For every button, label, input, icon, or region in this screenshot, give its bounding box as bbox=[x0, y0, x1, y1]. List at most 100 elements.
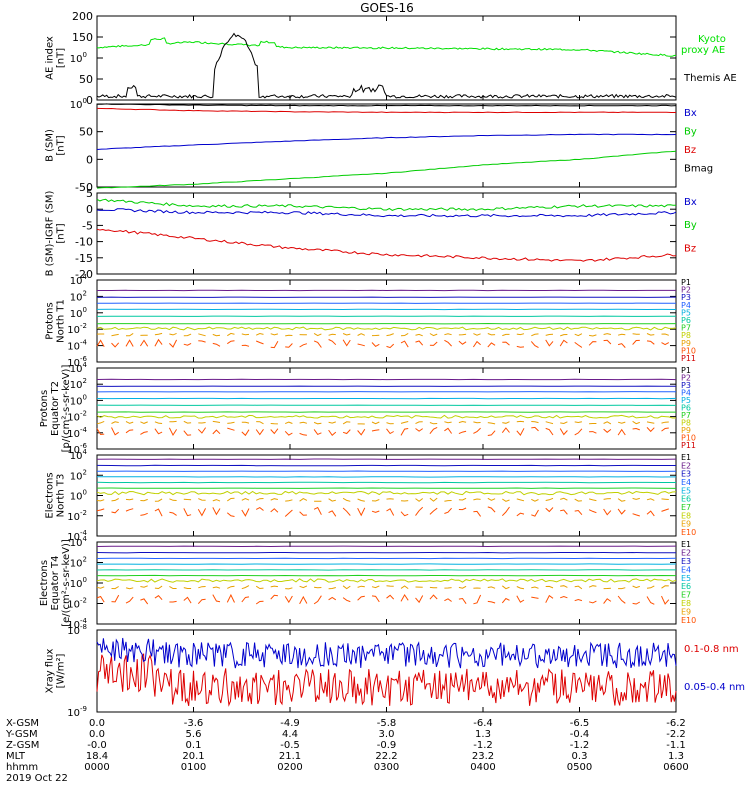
legend-p2: P2 bbox=[681, 286, 691, 295]
series-e8-segment bbox=[285, 587, 293, 590]
legend-e3: E3 bbox=[681, 470, 691, 479]
series-e9-segment bbox=[183, 596, 192, 604]
series-e8-segment bbox=[617, 498, 626, 502]
series-e8-segment bbox=[111, 586, 119, 590]
series-e8-segment bbox=[198, 586, 206, 589]
series-p9-segment bbox=[429, 341, 438, 346]
series-e9-segment bbox=[545, 594, 554, 603]
panel-frame-pe bbox=[96, 367, 677, 450]
series-p9-segment bbox=[588, 341, 597, 346]
series-e8-segment bbox=[661, 585, 669, 589]
y-tick-label: 102 bbox=[70, 289, 87, 303]
orbit-cell: 0100 bbox=[181, 762, 206, 773]
series-e9-segment bbox=[357, 507, 366, 517]
series-e9-segment bbox=[169, 600, 177, 603]
y-axis-label: [nT] bbox=[56, 135, 67, 155]
series-p9-segment bbox=[545, 339, 554, 347]
series-e8-segment bbox=[241, 497, 250, 501]
series-e8-segment bbox=[646, 585, 655, 589]
orbit-cell: -0.9 bbox=[377, 740, 397, 751]
series-e9-segment bbox=[140, 598, 149, 605]
series-p8-segment bbox=[140, 421, 148, 424]
series-p9-segment bbox=[516, 428, 525, 436]
series-e8-segment bbox=[183, 587, 192, 589]
legend-e4: E4 bbox=[681, 478, 691, 487]
series-p8-segment bbox=[357, 333, 366, 336]
series-p9-segment bbox=[472, 340, 481, 348]
series-p8-segment bbox=[256, 421, 264, 425]
series-e8-segment bbox=[342, 585, 351, 590]
series-e8-segment bbox=[227, 585, 235, 589]
series-e8-segment bbox=[241, 585, 250, 590]
series-e7 bbox=[96, 578, 677, 583]
series-e8-segment bbox=[458, 497, 467, 501]
series-e9-segment bbox=[400, 511, 409, 517]
series-p9-segment bbox=[284, 430, 293, 436]
orbit-cell: 0300 bbox=[374, 762, 399, 773]
series-e8-segment bbox=[198, 498, 206, 501]
legend-bz: Bz bbox=[684, 243, 696, 254]
series-p8-segment bbox=[400, 421, 409, 424]
series-p8-segment bbox=[487, 333, 496, 336]
orbit-cell: -6.2 bbox=[666, 718, 686, 729]
series-p8-segment bbox=[458, 333, 467, 336]
series-e8-segment bbox=[473, 498, 481, 501]
orbit-cell: 1.3 bbox=[475, 729, 491, 740]
orbit-cell: -1.2 bbox=[570, 740, 590, 751]
legend-p5: P5 bbox=[681, 308, 691, 317]
series-e9-segment bbox=[328, 596, 337, 601]
series-e9-segment bbox=[212, 594, 221, 603]
series-p8-segment bbox=[415, 421, 423, 425]
y-tick-label: 0 bbox=[86, 153, 93, 166]
series-p8-segment bbox=[603, 333, 612, 335]
series-p9-segment bbox=[270, 428, 279, 435]
series-p9-segment bbox=[198, 340, 206, 343]
legend-p4: P4 bbox=[681, 301, 691, 310]
orbit-cell: 1.3 bbox=[668, 751, 684, 762]
series-e8-segment bbox=[444, 500, 452, 502]
series-e9-segment bbox=[299, 511, 307, 516]
series-p8-segment bbox=[183, 420, 192, 424]
series-e8-segment bbox=[632, 585, 640, 589]
series-p9-segment bbox=[111, 427, 119, 436]
series-p9-segment bbox=[516, 345, 525, 348]
series-p9-segment bbox=[646, 340, 655, 345]
series-e9-segment bbox=[415, 506, 424, 516]
series-e8-segment bbox=[487, 586, 496, 589]
series-p8-segment bbox=[111, 333, 119, 337]
y-tick-label: 10-2 bbox=[67, 509, 87, 523]
series-p9-segment bbox=[545, 427, 554, 436]
series-p8-segment bbox=[125, 421, 134, 424]
orbit-cell: 0400 bbox=[470, 762, 495, 773]
y-tick-label: 150 bbox=[72, 31, 93, 44]
legend-e9: E9 bbox=[681, 520, 691, 529]
orbit-cell: -1.2 bbox=[473, 740, 493, 751]
series-p8-segment bbox=[617, 421, 626, 424]
series-e9-segment bbox=[386, 508, 395, 516]
series-e8-segment bbox=[299, 498, 308, 502]
series-e9-segment bbox=[284, 595, 293, 604]
series-e9-segment bbox=[617, 508, 626, 515]
y-tick-label: 100 bbox=[70, 51, 87, 65]
orbit-cell: 0.0 bbox=[89, 718, 105, 729]
y-tick-label: -10 bbox=[75, 236, 93, 249]
y-tick-label: -50 bbox=[75, 181, 93, 194]
orbit-cell: -1.1 bbox=[666, 740, 686, 751]
series-p8-segment bbox=[313, 332, 322, 337]
series-p8-segment bbox=[154, 421, 163, 424]
series-p8-segment bbox=[96, 420, 105, 425]
series-e8-segment bbox=[96, 586, 105, 589]
series-e9-segment bbox=[226, 512, 235, 517]
series-p9-segment bbox=[400, 428, 409, 436]
series-e9-segment bbox=[588, 509, 597, 514]
series-p8-segment bbox=[661, 421, 669, 424]
series-e9-segment bbox=[444, 598, 452, 602]
series-e8-segment bbox=[270, 498, 279, 501]
series-p9-segment bbox=[125, 339, 134, 347]
orbit-cell: 0.0 bbox=[89, 729, 105, 740]
series-p9-segment bbox=[371, 342, 380, 348]
series-e8-segment bbox=[545, 497, 554, 501]
series-e8-segment bbox=[154, 585, 163, 590]
series-e9-segment bbox=[255, 600, 264, 605]
